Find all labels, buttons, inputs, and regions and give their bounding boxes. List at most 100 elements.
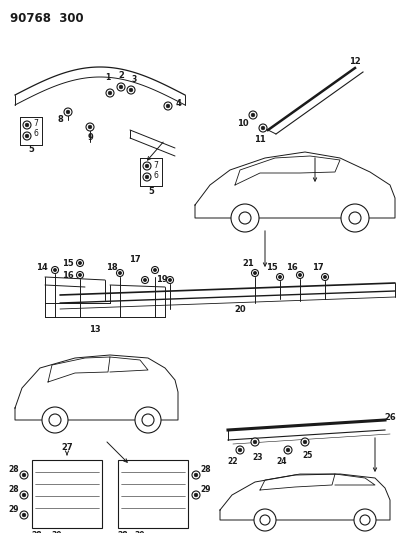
Text: 10: 10 xyxy=(237,118,249,127)
Circle shape xyxy=(25,123,29,127)
Circle shape xyxy=(119,85,123,89)
Text: 6: 6 xyxy=(33,130,39,139)
Circle shape xyxy=(251,438,259,446)
Circle shape xyxy=(78,273,82,277)
Circle shape xyxy=(20,511,28,519)
Circle shape xyxy=(298,273,302,277)
Circle shape xyxy=(23,121,31,129)
Text: 5: 5 xyxy=(148,187,154,196)
Circle shape xyxy=(260,515,270,525)
Circle shape xyxy=(86,123,94,131)
Text: 7: 7 xyxy=(33,119,39,128)
Text: 13: 13 xyxy=(89,326,101,335)
Circle shape xyxy=(349,212,361,224)
Circle shape xyxy=(252,270,258,277)
Text: 24: 24 xyxy=(277,457,287,466)
Circle shape xyxy=(236,446,244,454)
Text: 11: 11 xyxy=(254,135,266,144)
Circle shape xyxy=(117,270,123,277)
Text: 8: 8 xyxy=(57,116,63,125)
Circle shape xyxy=(76,271,84,279)
Circle shape xyxy=(127,86,135,94)
Circle shape xyxy=(166,277,174,284)
Text: 16: 16 xyxy=(62,271,74,279)
Circle shape xyxy=(143,173,151,181)
Circle shape xyxy=(261,126,265,130)
Text: 14: 14 xyxy=(36,262,48,271)
Circle shape xyxy=(117,83,125,91)
Text: 15: 15 xyxy=(62,259,74,268)
Text: 20: 20 xyxy=(234,305,246,314)
Circle shape xyxy=(249,111,257,119)
Circle shape xyxy=(135,407,161,433)
Circle shape xyxy=(253,440,257,444)
Circle shape xyxy=(168,278,172,281)
Circle shape xyxy=(23,132,31,140)
Circle shape xyxy=(143,278,146,281)
Circle shape xyxy=(22,513,26,517)
Text: 12: 12 xyxy=(349,58,361,67)
Circle shape xyxy=(277,273,283,280)
Circle shape xyxy=(192,471,200,479)
Circle shape xyxy=(259,124,267,132)
Circle shape xyxy=(303,440,307,444)
Circle shape xyxy=(88,125,92,129)
Text: 4: 4 xyxy=(175,99,181,108)
Text: 6: 6 xyxy=(154,171,158,180)
Bar xyxy=(118,460,188,528)
Circle shape xyxy=(322,273,328,280)
Circle shape xyxy=(153,269,156,272)
Text: 3: 3 xyxy=(131,75,137,84)
Circle shape xyxy=(129,88,133,92)
Text: 90768  300: 90768 300 xyxy=(10,12,84,25)
Circle shape xyxy=(143,162,151,170)
Circle shape xyxy=(51,266,59,273)
Circle shape xyxy=(53,269,57,272)
Text: 19: 19 xyxy=(156,276,168,285)
Text: 17: 17 xyxy=(129,255,141,264)
Circle shape xyxy=(360,515,370,525)
Circle shape xyxy=(145,175,149,179)
Circle shape xyxy=(166,104,170,108)
Circle shape xyxy=(297,271,304,279)
Circle shape xyxy=(78,261,82,264)
Circle shape xyxy=(239,212,251,224)
Text: 18: 18 xyxy=(106,262,118,271)
Circle shape xyxy=(152,266,158,273)
Circle shape xyxy=(22,473,26,477)
Text: 9: 9 xyxy=(87,133,93,142)
Circle shape xyxy=(194,493,198,497)
Text: 26: 26 xyxy=(384,414,396,423)
Text: 28: 28 xyxy=(32,530,42,533)
Circle shape xyxy=(251,113,255,117)
Circle shape xyxy=(64,108,72,116)
Text: 23: 23 xyxy=(253,454,263,463)
Circle shape xyxy=(142,414,154,426)
Text: 16: 16 xyxy=(286,262,298,271)
Text: 25: 25 xyxy=(303,450,313,459)
Text: 2: 2 xyxy=(118,70,124,79)
Circle shape xyxy=(194,473,198,477)
Text: 29: 29 xyxy=(9,505,19,514)
Circle shape xyxy=(254,271,257,274)
Text: 28: 28 xyxy=(9,486,20,495)
Circle shape xyxy=(145,164,149,168)
Text: 22: 22 xyxy=(228,457,238,466)
Circle shape xyxy=(354,509,376,531)
Text: 21: 21 xyxy=(242,259,254,268)
Circle shape xyxy=(286,448,290,452)
Circle shape xyxy=(42,407,68,433)
Circle shape xyxy=(192,491,200,499)
Bar xyxy=(32,460,102,528)
Circle shape xyxy=(164,102,172,110)
Circle shape xyxy=(284,446,292,454)
Text: 30: 30 xyxy=(52,530,62,533)
Circle shape xyxy=(119,271,121,274)
Circle shape xyxy=(254,509,276,531)
Text: 17: 17 xyxy=(312,262,324,271)
Circle shape xyxy=(301,438,309,446)
Text: 28: 28 xyxy=(201,465,211,474)
Circle shape xyxy=(231,204,259,232)
Circle shape xyxy=(25,134,29,138)
Text: 1: 1 xyxy=(105,74,111,83)
